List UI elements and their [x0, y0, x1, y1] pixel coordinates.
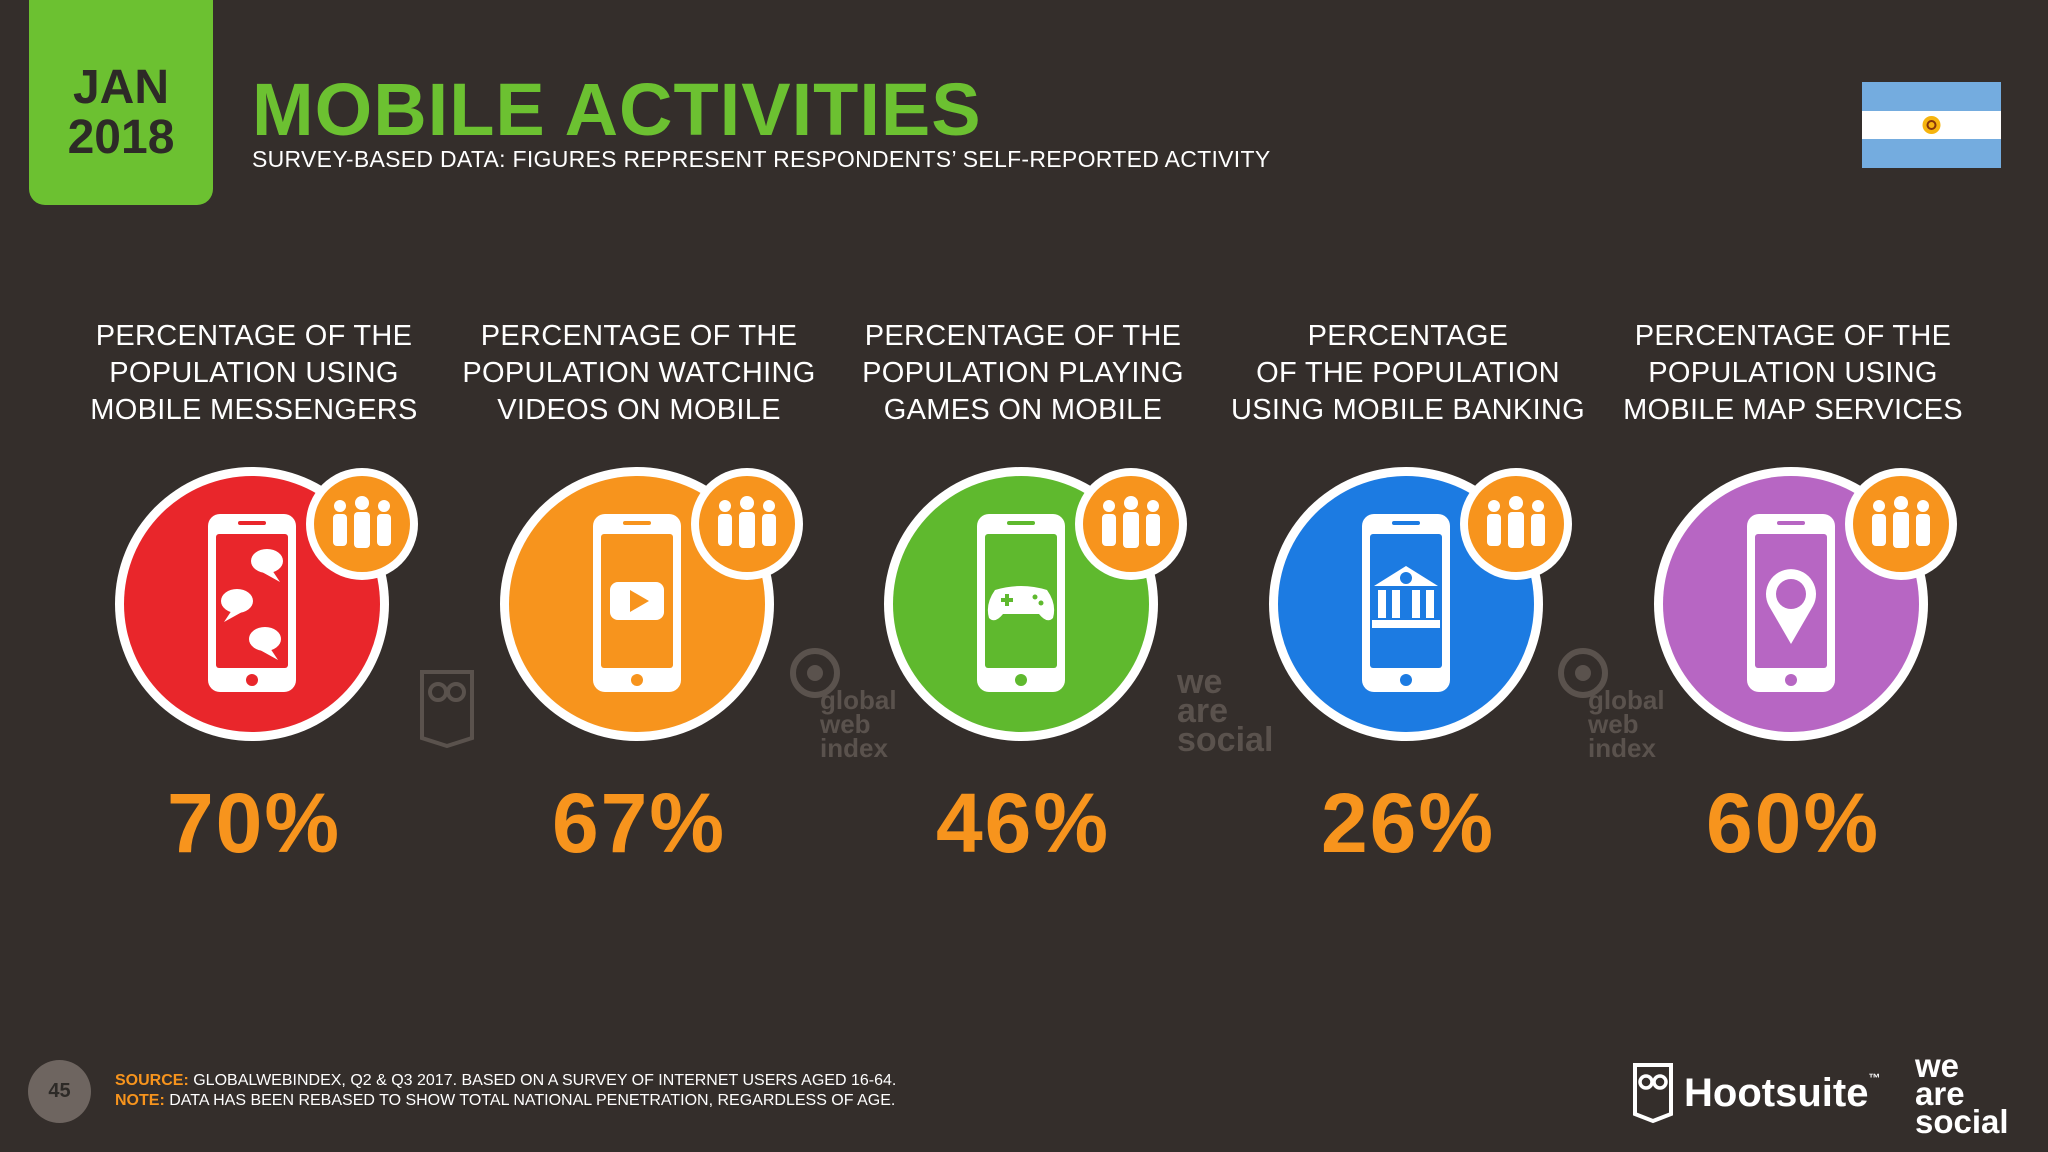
note-line: NOTE: DATA HAS BEEN REBASED TO SHOW TOTA… — [115, 1092, 896, 1109]
mobile-banking-icon — [1269, 467, 1572, 741]
people-badge-icon — [1460, 468, 1572, 580]
mobile-messenger-icon — [115, 467, 418, 741]
chat-bubbles-icon — [221, 549, 283, 660]
stat-value: 67% — [551, 776, 727, 870]
people-badge-icon — [306, 468, 418, 580]
mobile-games-icon — [884, 467, 1187, 741]
stat-label: PERCENTAGE OF THE POPULATION WATCHING VI… — [462, 320, 816, 426]
stat-label: PERCENTAGE OF THE POPULATION USING MOBIL… — [90, 320, 418, 426]
gwi-watermark-icon — [790, 648, 840, 698]
stat-label: PERCENTAGE OF THE POPULATION USING MOBIL… — [1230, 320, 1586, 426]
stat-value: 26% — [1320, 776, 1496, 870]
bank-icon — [1372, 566, 1440, 628]
stat-label: PERCENTAGE OF THE POPULATION USING MOBIL… — [1623, 320, 1963, 426]
source-line: SOURCE: GLOBALWEBINDEX, Q2 & Q3 2017. BA… — [115, 1072, 897, 1089]
hootsuite-owl-watermark-icon — [420, 670, 474, 748]
hootsuite-name: Hootsuite™ — [1684, 1070, 1881, 1115]
was-watermark: we are social — [1177, 663, 1274, 759]
gwi-watermark-icon-2 — [1558, 648, 1608, 698]
stat-value: 60% — [1705, 776, 1881, 870]
argentina-flag-icon — [1862, 82, 2001, 168]
gwi-watermark-2: global web index — [1588, 685, 1665, 763]
stat-value: 70% — [166, 776, 342, 870]
date-badge: JAN 2018 — [29, 0, 213, 205]
page-title: MOBILE ACTIVITIES — [252, 68, 982, 151]
stat-label: PERCENTAGE OF THE POPULATION PLAYING GAM… — [862, 320, 1184, 426]
we-are-social-logo: we are social — [1915, 1047, 2009, 1140]
people-badge-icon — [691, 468, 803, 580]
mobile-video-icon — [500, 467, 803, 741]
source-note: SOURCE: GLOBALWEBINDEX, Q2 & Q3 2017. BA… — [115, 1071, 896, 1111]
map-pin-icon — [1766, 569, 1816, 644]
stat-value: 46% — [935, 776, 1111, 870]
gamepad-icon — [987, 586, 1055, 621]
date-year: 2018 — [67, 110, 175, 164]
gwi-watermark: global web index — [820, 685, 897, 763]
page-number: 45 — [28, 1060, 91, 1123]
mobile-map-icon — [1654, 467, 1957, 741]
date-month: JAN — [72, 60, 170, 114]
people-badge-icon — [1075, 468, 1187, 580]
hootsuite-owl-icon — [1633, 1063, 1673, 1124]
play-button-icon — [610, 582, 664, 620]
people-badge-icon — [1845, 468, 1957, 580]
page-subtitle: SURVEY-BASED DATA: FIGURES REPRESENT RES… — [252, 146, 1271, 172]
hootsuite-logo: Hootsuite™ — [1632, 1062, 1880, 1124]
